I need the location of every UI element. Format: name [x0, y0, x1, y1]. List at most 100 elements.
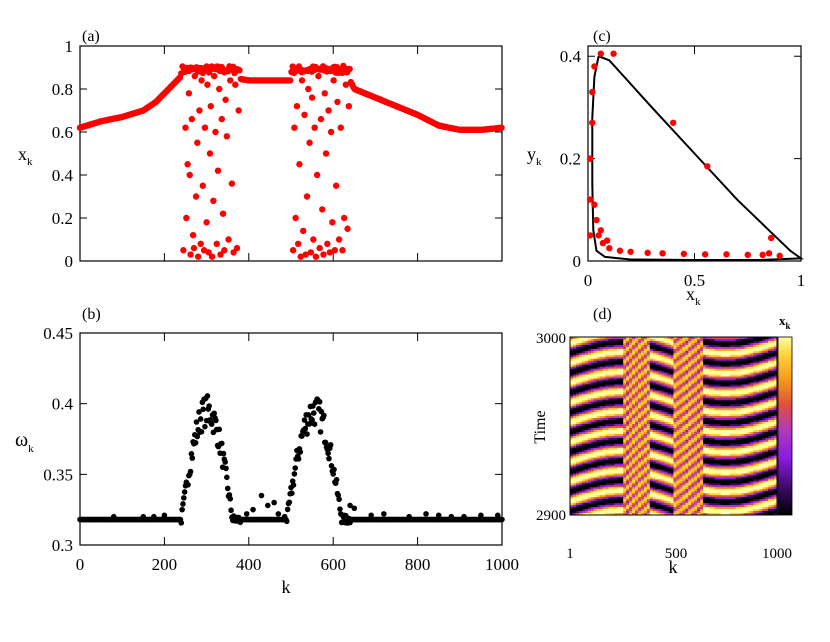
heatmap-cell	[676, 477, 681, 480]
heatmap-cell	[626, 473, 630, 477]
heatmap-cell	[670, 479, 675, 482]
point-b-outlier	[368, 512, 374, 519]
heatmap-cell	[679, 497, 683, 500]
heatmap-cell	[694, 477, 698, 480]
heatmap-cell	[638, 467, 642, 471]
heatmap-cell	[599, 459, 604, 463]
heatmap-cell	[685, 459, 689, 463]
heatmap-cell	[661, 392, 666, 395]
heatmap-cell	[575, 402, 580, 405]
heatmap-cell	[620, 427, 624, 431]
heatmap-cell	[602, 505, 607, 508]
heatmap-cell	[602, 447, 607, 451]
heatmap-cell	[602, 378, 607, 382]
heatmap-cell	[617, 352, 621, 356]
heatmap-cell	[646, 382, 651, 386]
heatmap-cell	[623, 412, 627, 415]
heatmap-cell	[626, 463, 630, 467]
heatmap-cell	[611, 410, 615, 413]
heatmap-cell	[676, 402, 681, 405]
heatmap-cell	[620, 483, 624, 486]
heatmap-cell	[578, 368, 583, 372]
heatmap-cell	[638, 471, 642, 475]
heatmap-cell	[638, 370, 642, 374]
heatmap-cell	[620, 479, 624, 482]
heatmap-cell	[593, 427, 598, 431]
heatmap-cell	[593, 392, 598, 395]
heatmap-cell	[649, 364, 654, 368]
heatmap-cell	[593, 348, 598, 352]
heatmap-cell	[664, 402, 669, 405]
heatmap-cell	[682, 350, 686, 354]
heatmap-cell	[679, 406, 683, 409]
heatmap-cell	[626, 424, 630, 427]
heatmap-cell	[599, 453, 604, 457]
heatmap-cell	[578, 394, 583, 397]
heatmap-cell	[688, 483, 692, 486]
heatmap-cell	[614, 471, 618, 475]
heatmap-cell	[587, 465, 592, 469]
heatmap-cell	[578, 497, 583, 500]
heatmap-cell	[584, 372, 589, 376]
heatmap-cell	[658, 485, 663, 488]
heatmap-cell	[570, 342, 574, 346]
heatmap-cell	[593, 380, 598, 384]
heatmap-cell	[584, 489, 589, 492]
point-b	[193, 419, 200, 425]
heatmap-cell	[652, 420, 657, 423]
heatmap-cell	[661, 465, 666, 469]
heatmap-cell	[649, 435, 654, 439]
heatmap-cell	[661, 435, 666, 439]
heatmap-cell	[599, 376, 604, 380]
heatmap-cell	[682, 463, 686, 467]
heatmap-cell	[626, 370, 630, 374]
heatmap-cell	[626, 465, 630, 469]
heatmap-cell	[596, 370, 601, 374]
heatmap-cell	[620, 481, 624, 484]
heatmap-cell	[602, 340, 607, 344]
heatmap-cell	[655, 513, 660, 515]
heatmap-cell	[673, 424, 678, 427]
heatmap-cell	[676, 337, 681, 340]
heatmap-cell	[620, 429, 624, 433]
heatmap-cell	[649, 342, 654, 346]
heatmap-cell	[694, 338, 698, 342]
heatmap-cell	[697, 404, 701, 407]
heatmap-cell	[584, 424, 589, 427]
heatmap-cell	[685, 439, 689, 443]
heatmap-cell	[694, 404, 698, 407]
heatmap-cell	[599, 344, 604, 348]
heatmap-cell	[649, 360, 654, 364]
heatmap-cell	[614, 507, 618, 510]
heatmap-cell	[667, 469, 672, 473]
heatmap-cell	[664, 489, 669, 492]
heatmap-cell	[623, 455, 627, 459]
heatmap-cell	[590, 453, 595, 457]
heatmap-cell	[578, 422, 583, 425]
heatmap-cell	[614, 489, 618, 492]
heatmap-cell	[572, 348, 577, 352]
heatmap-cell	[623, 366, 627, 370]
heatmap-cell	[676, 410, 681, 413]
heatmap-cell	[599, 378, 604, 382]
heatmap-cell	[602, 404, 607, 407]
heatmap-cell	[623, 408, 627, 411]
heatmap-cell	[688, 378, 692, 382]
heatmap-cell	[664, 384, 669, 388]
heatmap-cell	[685, 509, 689, 512]
heatmap-cell	[602, 382, 607, 386]
heatmap-cell	[578, 390, 583, 393]
heatmap-cell	[623, 378, 627, 382]
point-b	[194, 433, 201, 440]
heatmap-cell	[643, 406, 648, 409]
heatmap-cell	[676, 489, 681, 492]
heatmap-cell	[590, 503, 595, 506]
heatmap-cell	[570, 354, 574, 358]
heatmap-cell	[670, 457, 675, 461]
heatmap-cell	[608, 435, 612, 439]
heatmap-cell	[629, 481, 633, 484]
heatmap-cell	[632, 372, 636, 376]
heatmap-cell	[667, 491, 672, 494]
heatmap-cell	[640, 431, 645, 435]
heatmap-cell	[626, 368, 630, 372]
